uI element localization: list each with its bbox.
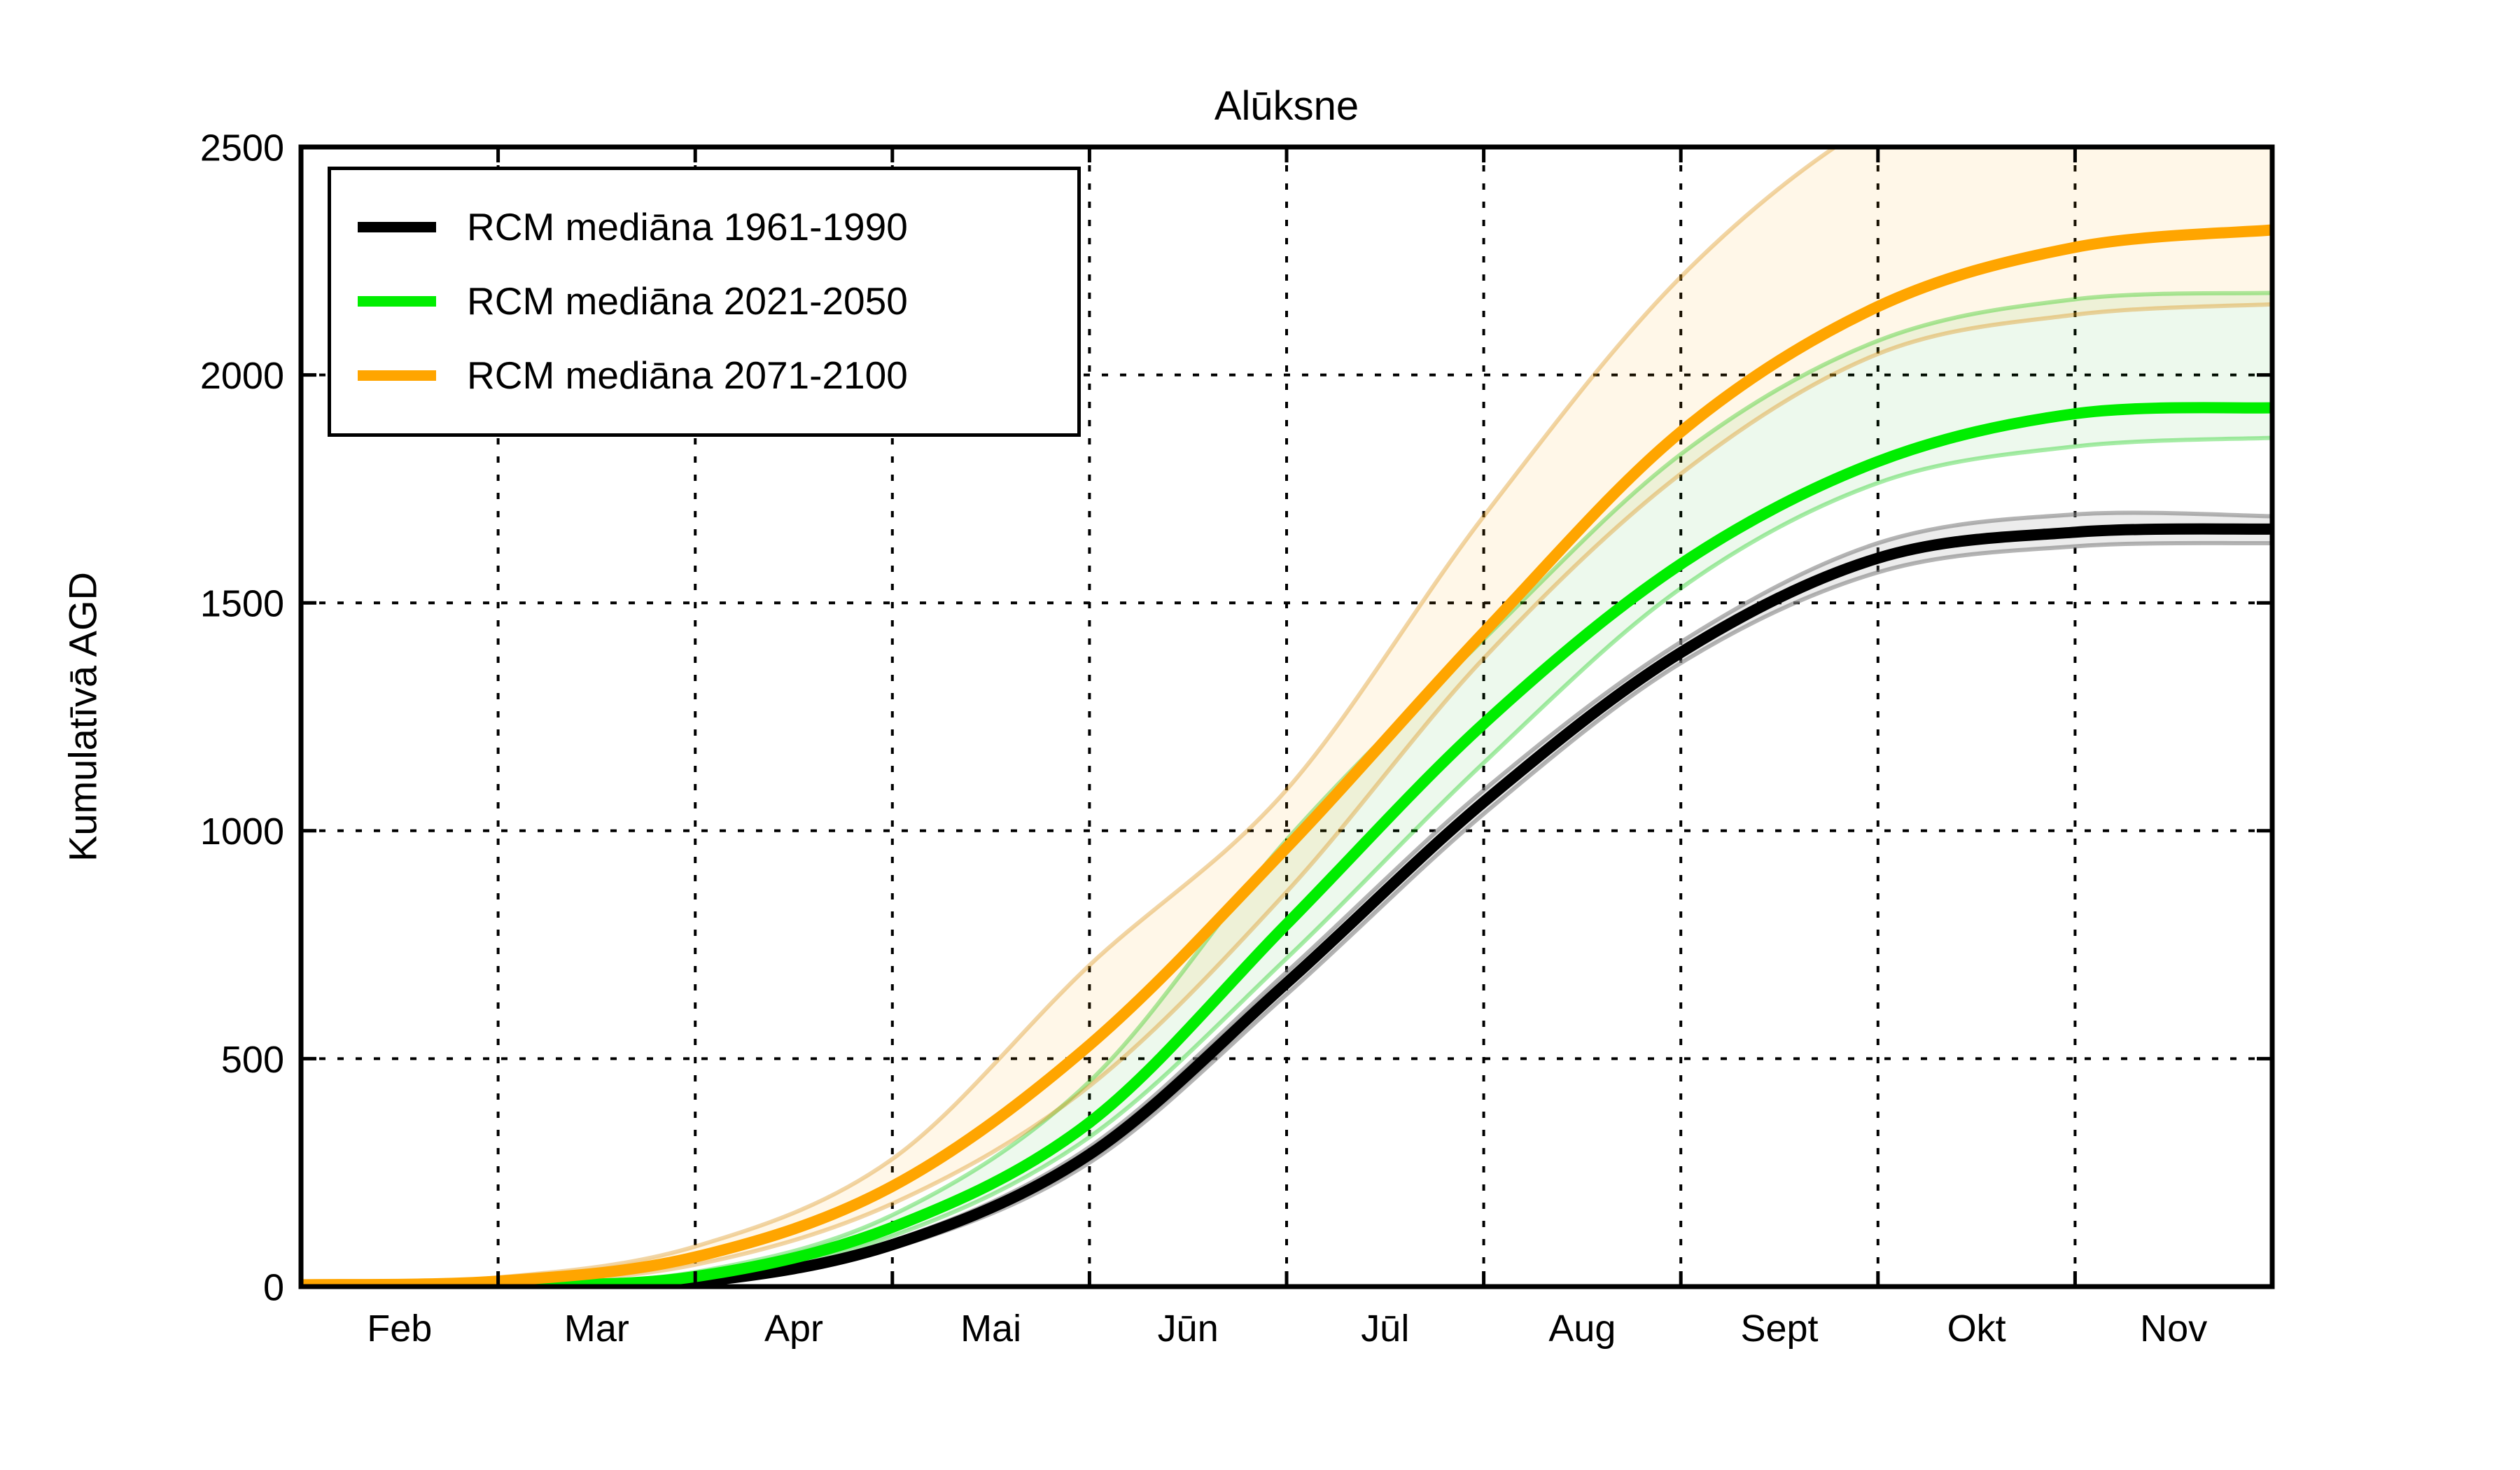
svg-text:1000: 1000 <box>200 811 284 853</box>
chart-title: Alūksne <box>1214 83 1359 129</box>
band-1 <box>301 293 2272 1287</box>
legend-box: RCM mediāna 1961-1990 RCM mediāna 2021-2… <box>328 167 1081 437</box>
band-2 <box>301 147 2272 1287</box>
y-tick-labels: 0 500 1000 1500 2000 2500 <box>200 127 284 1308</box>
svg-text:Mai: Mai <box>960 1308 1021 1350</box>
svg-text:Mar: Mar <box>564 1308 629 1350</box>
svg-text:Jūn: Jūn <box>1158 1308 1219 1350</box>
legend-line-orange <box>358 370 436 381</box>
legend-label: RCM mediāna 2071-2100 <box>467 354 908 397</box>
median-line-1 <box>301 402 2272 1287</box>
y-axis-label: Kumulatīvā AGD <box>60 572 105 862</box>
svg-text:Nov: Nov <box>2140 1308 2207 1350</box>
legend-line-black <box>358 221 436 232</box>
svg-text:0: 0 <box>263 1266 284 1308</box>
svg-text:Apr: Apr <box>764 1308 823 1350</box>
svg-text:2000: 2000 <box>200 355 284 397</box>
legend-label: RCM mediāna 2021-2050 <box>467 279 908 323</box>
svg-text:2500: 2500 <box>200 127 284 169</box>
band-lower-edge-2 <box>301 302 2272 1287</box>
legend-line-green <box>358 295 436 307</box>
svg-text:1500: 1500 <box>200 583 284 625</box>
svg-text:Aug: Aug <box>1548 1308 1616 1350</box>
legend-item-2021-2050: RCM mediāna 2021-2050 <box>358 264 1056 338</box>
median-line-2 <box>301 224 2272 1287</box>
x-tick-labels: Feb Mar Apr Mai Jūn Jūl Aug Sept Okt Nov <box>367 1308 2207 1350</box>
svg-text:Jūl: Jūl <box>1361 1308 1409 1350</box>
legend-item-2071-2100: RCM mediāna 2071-2100 <box>358 338 1056 412</box>
svg-text:Okt: Okt <box>1947 1308 2006 1350</box>
svg-text:500: 500 <box>221 1039 284 1081</box>
legend-label: RCM mediāna 1961-1990 <box>467 205 908 248</box>
band-upper-edge-2 <box>301 147 1839 1287</box>
legend-item-1961-1990: RCM mediāna 1961-1990 <box>358 190 1056 264</box>
tick-marks <box>299 145 2274 1289</box>
series-layer <box>301 147 2272 1287</box>
svg-text:Feb: Feb <box>367 1308 432 1350</box>
svg-text:Sept: Sept <box>1740 1308 1818 1350</box>
